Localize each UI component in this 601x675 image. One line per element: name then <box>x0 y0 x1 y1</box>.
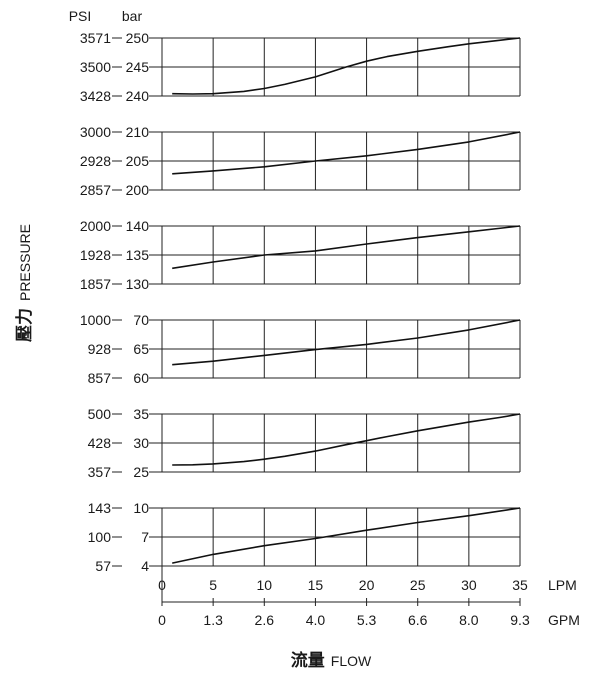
psi-tick-label: 928 <box>88 341 112 357</box>
psi-unit-header: PSI <box>69 8 92 24</box>
bar-tick-label: 60 <box>133 370 149 386</box>
psi-tick-label: 2857 <box>80 182 111 198</box>
bar-tick-label: 30 <box>133 435 149 451</box>
bar-unit-header: bar <box>122 8 143 24</box>
y-axis-label: 壓力 PRESSURE <box>14 224 35 342</box>
panel-1: 3571 250 3500 245 3428 240 <box>80 30 521 104</box>
bar-tick-label: 205 <box>126 153 150 169</box>
lpm-tick-label: 20 <box>359 577 375 593</box>
psi-tick-label: 2000 <box>80 218 111 234</box>
lpm-tick-label: 25 <box>410 577 426 593</box>
series-line <box>172 319 521 366</box>
series-line <box>172 131 521 175</box>
gpm-tick-label: 6.6 <box>408 612 428 628</box>
psi-tick-label: 100 <box>88 529 112 545</box>
psi-tick-label: 3000 <box>80 124 111 140</box>
panel-6: 143 10 100 7 57 4 <box>88 500 521 574</box>
x-axis-label-en: FLOW <box>331 653 372 669</box>
psi-tick-label: 500 <box>88 406 112 422</box>
psi-tick-label: 3428 <box>80 88 111 104</box>
bar-tick-label: 140 <box>126 218 150 234</box>
psi-tick-label: 143 <box>88 500 112 516</box>
series-line <box>172 507 521 564</box>
bar-tick-label: 245 <box>126 59 150 75</box>
bar-tick-label: 130 <box>126 276 150 292</box>
psi-tick-label: 357 <box>88 464 112 480</box>
lpm-tick-label: 15 <box>308 577 324 593</box>
series-line <box>172 37 521 95</box>
x-axis-label-cjk: 流量 <box>291 650 325 671</box>
bar-tick-label: 35 <box>133 406 149 422</box>
bar-tick-label: 210 <box>126 124 150 140</box>
psi-tick-label: 1857 <box>80 276 111 292</box>
bar-tick-label: 10 <box>133 500 149 516</box>
psi-tick-label: 3500 <box>80 59 111 75</box>
panel-4: 1000 70 928 65 857 60 <box>80 312 521 386</box>
psi-tick-label: 3571 <box>80 30 111 46</box>
psi-tick-label: 857 <box>88 370 112 386</box>
bar-tick-label: 135 <box>126 247 150 263</box>
lpm-tick-label: 35 <box>512 577 528 593</box>
gpm-unit-label: GPM <box>548 612 580 628</box>
gpm-tick-label: 2.6 <box>255 612 275 628</box>
bar-tick-label: 200 <box>126 182 150 198</box>
bar-tick-label: 4 <box>141 558 149 574</box>
psi-tick-label: 428 <box>88 435 112 451</box>
gpm-tick-label: 1.3 <box>203 612 223 628</box>
series-line <box>172 225 521 270</box>
lpm-tick-label: 10 <box>256 577 272 593</box>
svg-text:壓力 PRESSURE: 壓力 PRESSURE <box>14 224 35 342</box>
lpm-tick-label: 30 <box>461 577 477 593</box>
bar-tick-label: 65 <box>133 341 149 357</box>
x-axes: 0 5 10 15 20 25 30 35 LPM 0 1.3 2.6 4.0 5.3 6.6 8.0 9.3 G… <box>158 566 580 628</box>
psi-tick-label: 2928 <box>80 153 111 169</box>
psi-tick-label: 1000 <box>80 312 111 328</box>
lpm-unit-label: LPM <box>548 577 577 593</box>
psi-tick-label: 1928 <box>80 247 111 263</box>
bar-tick-label: 70 <box>133 312 149 328</box>
bar-tick-label: 7 <box>141 529 149 545</box>
gpm-tick-label: 0 <box>158 612 166 628</box>
psi-tick-label: 57 <box>95 558 111 574</box>
lpm-tick-label: 0 <box>158 577 166 593</box>
panel-3: 2000 140 1928 135 1857 130 <box>80 218 521 292</box>
gpm-tick-label: 9.3 <box>510 612 530 628</box>
y-axis-label-cjk: 壓力 <box>14 308 35 342</box>
panel-2: 3000 210 2928 205 2857 200 <box>80 124 521 198</box>
bar-tick-label: 250 <box>126 30 150 46</box>
series-line <box>172 413 521 466</box>
chart-panels: 3571 250 3500 245 3428 240 3000 210 2928 205 2857 2… <box>80 30 521 574</box>
x-axis-label: 流量 FLOW <box>291 650 372 671</box>
gpm-tick-label: 8.0 <box>459 612 479 628</box>
lpm-tick-label: 5 <box>209 577 217 593</box>
bar-tick-label: 240 <box>126 88 150 104</box>
gpm-tick-label: 4.0 <box>306 612 326 628</box>
bar-tick-label: 25 <box>133 464 149 480</box>
gpm-tick-label: 5.3 <box>357 612 377 628</box>
y-axis-label-en: PRESSURE <box>17 224 33 301</box>
panel-5: 500 35 428 30 357 25 <box>88 406 521 480</box>
